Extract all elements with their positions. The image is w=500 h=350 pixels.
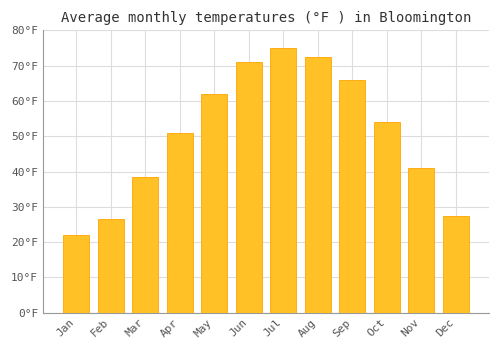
Bar	[339, 80, 365, 313]
Bar	[442, 216, 468, 313]
Bar	[201, 94, 227, 313]
Bar	[236, 62, 262, 313]
Bar	[98, 219, 124, 313]
Bar	[374, 122, 400, 313]
Title: Average monthly temperatures (°F ) in Bloomington: Average monthly temperatures (°F ) in Bl…	[60, 11, 471, 25]
Bar	[63, 235, 89, 313]
Bar	[166, 133, 192, 313]
Bar	[270, 48, 296, 313]
Bar	[408, 168, 434, 313]
Bar	[132, 177, 158, 313]
Bar	[304, 57, 330, 313]
